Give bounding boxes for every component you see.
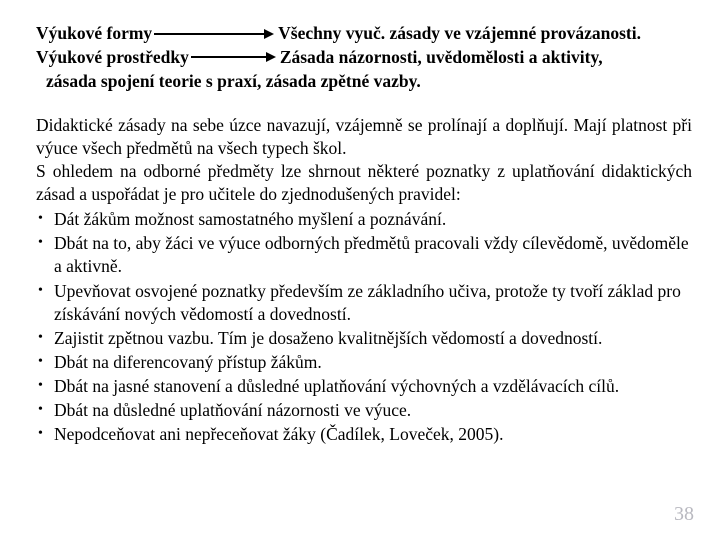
list-item: Zajistit zpětnou vazbu. Tím je dosaženo … [36,327,692,350]
top-cont: zásada spojení teorie s praxí, zásada zp… [36,70,692,94]
bullet-text: Dbát na to, aby žáci ve výuce odborných … [54,233,689,276]
bullet-text: Dát žákům možnost samostatného myšlení a… [54,209,446,229]
list-item: Nepodceňovat ani nepřeceňovat žáky (Čadí… [36,423,692,446]
top-row2-right: Zásada názornosti, uvědomělosti a aktivi… [280,46,603,70]
arrow-line [191,56,266,58]
list-item: Dbát na důsledné uplatňování názornosti … [36,399,692,422]
bullet-text: Dbát na jasné stanovení a důsledné uplat… [54,376,619,396]
main-paragraph: Didaktické zásady na sebe úzce navazují,… [36,114,692,206]
list-item: Dát žákům možnost samostatného myšlení a… [36,208,692,231]
list-item: Dbát na diferencovaný přístup žákům. [36,351,692,374]
list-item: Dbát na to, aby žáci ve výuce odborných … [36,232,692,278]
bullet-text: Upevňovat osvojené poznatky především ze… [54,281,681,324]
top-row2-left: Výukové prostředky [36,46,189,70]
slide: Výukové formy Všechny vyuč. zásady ve vz… [0,0,720,540]
bullet-text: Dbát na důsledné uplatňování názornosti … [54,400,411,420]
top-row1-right: Všechny vyuč. zásady ve vzájemné prováza… [278,22,641,46]
arrow-head-icon [264,29,274,39]
arrow-line [154,33,264,35]
top-row-2: Výukové prostředky Zásada názornosti, uv… [36,46,692,70]
arrow-icon [189,52,280,62]
arrow-icon [152,29,278,39]
bullet-text: Nepodceňovat ani nepřeceňovat žáky (Čadí… [54,424,503,444]
page-number: 38 [674,503,694,526]
top-row-1: Výukové formy Všechny vyuč. zásady ve vz… [36,22,692,46]
list-item: Dbát na jasné stanovení a důsledné uplat… [36,375,692,398]
bullet-list: Dát žákům možnost samostatného myšlení a… [36,208,692,446]
arrow-head-icon [266,52,276,62]
bullet-text: Zajistit zpětnou vazbu. Tím je dosaženo … [54,328,602,348]
para-1: Didaktické zásady na sebe úzce navazují,… [36,115,692,158]
para-2: S ohledem na odborné předměty lze shrnou… [36,161,692,204]
list-item: Upevňovat osvojené poznatky především ze… [36,280,692,326]
top-row1-left: Výukové formy [36,22,152,46]
bullet-text: Dbát na diferencovaný přístup žákům. [54,352,322,372]
top-block: Výukové formy Všechny vyuč. zásady ve vz… [36,22,692,94]
